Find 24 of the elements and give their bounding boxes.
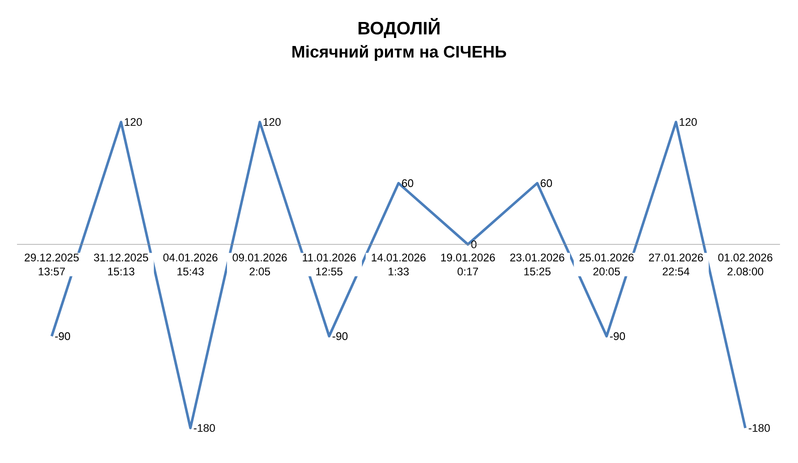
x-tick-label: 19.01.2026 0:17 bbox=[441, 254, 495, 276]
data-label: -180 bbox=[194, 424, 215, 432]
data-label: 60 bbox=[402, 179, 414, 188]
data-label: 0 bbox=[471, 240, 476, 248]
x-tick-label: 27.01.2026 22:54 bbox=[648, 254, 703, 276]
x-tick-label: 01.02.2026 2.08:00 bbox=[718, 254, 772, 276]
data-label: -90 bbox=[332, 332, 348, 340]
data-label: 120 bbox=[680, 118, 697, 126]
x-tick-label: 25.01.2026 20:05 bbox=[580, 254, 634, 276]
x-tick-label: 11.01.2026 12:55 bbox=[302, 254, 356, 276]
data-label: 120 bbox=[124, 118, 142, 126]
x-tick-label: 29.12.2025 13:57 bbox=[24, 254, 79, 276]
data-label: -180 bbox=[748, 424, 770, 432]
chart-title: ВОДОЛІЙ bbox=[358, 18, 440, 38]
x-tick-label: 31.12.2025 15:13 bbox=[94, 254, 148, 276]
x-tick-label: 09.01.2026 2:05 bbox=[232, 254, 287, 276]
data-label: -90 bbox=[610, 332, 625, 340]
chart-subtitle: Місячний ритм на СІЧЕНЬ bbox=[292, 45, 506, 61]
data-label: 120 bbox=[264, 118, 281, 126]
data-label: -90 bbox=[55, 332, 70, 340]
x-tick-label: 04.01.2026 15:43 bbox=[163, 254, 218, 276]
x-tick-label: 14.01.2026 1:33 bbox=[372, 254, 426, 276]
data-label: 60 bbox=[540, 179, 552, 188]
x-tick-label: 23.01.2026 15:25 bbox=[510, 254, 564, 276]
